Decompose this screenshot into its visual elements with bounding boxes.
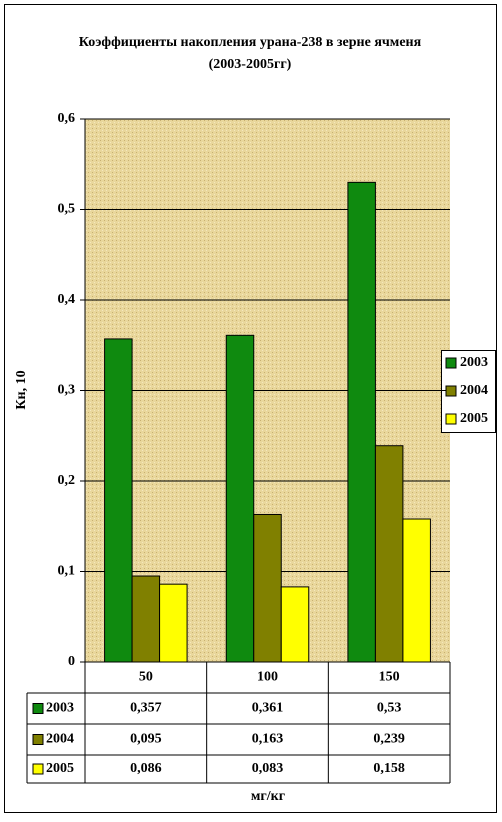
y-tick-label: 0,1 (58, 564, 76, 579)
table-series-name: 2005 (46, 761, 74, 776)
y-tick-label: 0,6 (58, 111, 76, 126)
y-tick-label: 0 (68, 654, 75, 669)
bar (104, 338, 133, 663)
legend-swatch (445, 413, 457, 425)
y-axis-label: Кн, 10 (14, 370, 29, 409)
table-value: 0,158 (373, 761, 405, 776)
legend-swatch (445, 385, 457, 397)
x-tick-label: 50 (139, 670, 153, 685)
bar (280, 586, 310, 663)
bar (402, 518, 431, 663)
x-tick-label: 100 (257, 670, 278, 685)
y-tick-label: 0,4 (58, 292, 76, 307)
legend-label: 2004 (460, 383, 488, 398)
table-series-name: 2004 (46, 732, 74, 747)
table-series-name: 2003 (46, 701, 74, 716)
legend-label: 2003 (460, 355, 488, 370)
table-value: 0,095 (130, 732, 162, 747)
y-tick-label: 0,2 (58, 473, 76, 488)
legend-swatch (445, 357, 457, 369)
table-value: 0,086 (130, 761, 162, 776)
bar (225, 334, 255, 663)
y-tick-label: 0,5 (58, 202, 76, 217)
bar (347, 181, 376, 663)
legend-label: 2005 (460, 411, 488, 426)
table-value: 0,083 (252, 761, 284, 776)
bar (374, 445, 404, 663)
table-legend-swatch (32, 734, 44, 745)
table-value: 0,357 (130, 701, 162, 716)
chart-subtitle: (2003-2005гг) (209, 57, 292, 72)
table-legend-swatch (32, 763, 44, 775)
table-value: 0,163 (252, 732, 284, 747)
chart-title: Коэффициенты накопления урана-238 в зерн… (79, 35, 422, 50)
table-value: 0,361 (252, 701, 284, 716)
bar (131, 575, 161, 663)
bar (253, 513, 282, 663)
x-tick-label: 150 (379, 670, 400, 685)
bar (159, 583, 188, 663)
x-axis-label: мг/кг (251, 789, 285, 804)
table-value: 0,239 (373, 732, 405, 747)
table-value: 0,53 (377, 701, 402, 716)
y-tick-label: 0,3 (58, 383, 76, 398)
table-legend-swatch (32, 703, 44, 714)
